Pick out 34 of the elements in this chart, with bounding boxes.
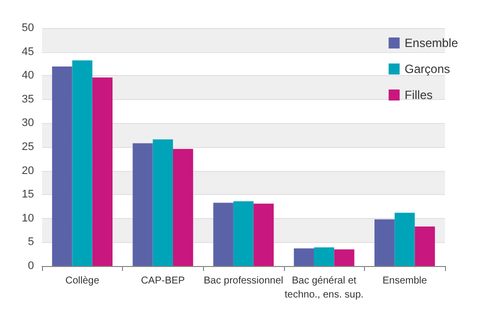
legend-label: Ensemble [404, 36, 458, 50]
bar [52, 66, 72, 266]
y-tick-label: 50 [22, 22, 34, 34]
bar [314, 247, 334, 266]
y-tick-label: 40 [22, 70, 34, 82]
bar [374, 219, 395, 266]
x-tick-label: Collège [65, 276, 100, 286]
bar [414, 226, 435, 266]
x-tick-label: CAP-BEP [140, 276, 186, 286]
legend-label: Filles [404, 88, 433, 102]
y-tick-label: 30 [22, 117, 34, 130]
bar [294, 248, 314, 266]
y-tick-label: 10 [22, 212, 34, 224]
bar [254, 204, 274, 266]
x-tick-label: Bac général et techno., ens. sup. [284, 276, 364, 300]
x-tick-label: Bac professionnel [204, 276, 284, 286]
y-tick-label: 25 [22, 141, 34, 153]
bar [394, 212, 415, 266]
y-tick-label: 0 [28, 260, 34, 272]
bar [334, 249, 354, 266]
bar [132, 143, 153, 266]
y-tick-label: 35 [22, 93, 34, 106]
bar [72, 60, 92, 266]
bar [233, 201, 254, 266]
y-tick-label: 15 [22, 188, 34, 201]
x-tick-label: Ensemble [382, 276, 428, 286]
bar [152, 139, 173, 266]
bar [92, 78, 113, 266]
y-tick-label: 5 [28, 236, 34, 248]
y-tick-label: 45 [22, 46, 34, 58]
bar [172, 148, 194, 266]
legend-label: Garçons [404, 62, 450, 76]
bar [213, 202, 234, 266]
y-tick-label: 20 [22, 164, 34, 177]
